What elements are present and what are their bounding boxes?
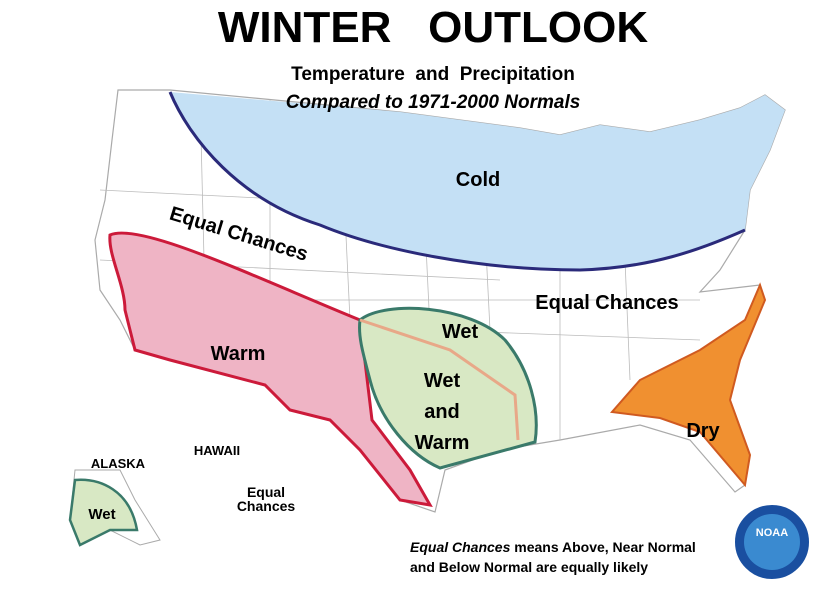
footnote-emphasis: Equal Chances [410, 539, 511, 555]
alaska-wet [68, 478, 139, 547]
warm-region [108, 231, 433, 507]
subtitle2: Compared to 1971-2000 Normals [286, 92, 581, 113]
warm-edge [359, 318, 520, 441]
region-label: Wet [424, 370, 461, 392]
inset-label: ALASKA [91, 456, 146, 471]
region-label: Cold [456, 169, 500, 191]
inset-label: Wet [88, 506, 115, 523]
footnote-line1: Equal Chances means Above, Near Normal [410, 539, 696, 555]
footnote-text: means Above, Near Normal [514, 539, 696, 555]
region-label: Dry [686, 420, 720, 442]
inset-label: HAWAII [194, 443, 240, 458]
noaa-logo-inner [744, 514, 800, 570]
region-label: and [424, 401, 460, 423]
region-label: Equal Chances [535, 292, 678, 314]
logo-label: NOAA [756, 527, 788, 539]
inset-label: Chances [237, 498, 296, 514]
footnote-line2: and Below Normal are equally likely [410, 559, 648, 575]
dry-region [610, 282, 767, 488]
inset-label: Equal [247, 484, 285, 500]
region-label: Warm [211, 343, 266, 365]
subtitle: Temperature and Precipitation [291, 64, 575, 85]
region-label: Wet [442, 321, 479, 343]
region-label: Warm [415, 432, 470, 454]
wet-region [358, 306, 538, 470]
title: WINTER OUTLOOK [218, 3, 648, 52]
cold-boundary [168, 91, 746, 272]
